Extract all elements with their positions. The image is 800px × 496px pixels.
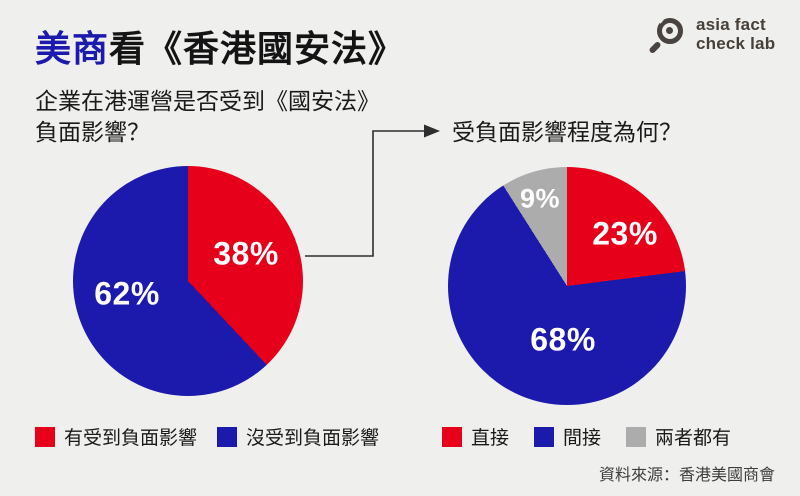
question-left-line1: 企業在港運營是否受到《國安法》 <box>35 88 380 114</box>
question-left-line2: 負面影響？ <box>35 119 150 145</box>
brand-name-line2: check lab <box>696 34 776 53</box>
pie-right-label-68: 68% <box>530 321 596 358</box>
brand-logo: asia fact check lab <box>648 14 775 55</box>
legend-swatch-red <box>442 426 462 447</box>
brand-name-line1: asia fact <box>696 15 766 34</box>
legend-item-indirect: 間接 <box>534 423 601 450</box>
legend-item-not-affected: 沒受到負面影響 <box>217 423 379 450</box>
pie-left-label-38: 38% <box>213 235 279 272</box>
legend-item-affected: 有受到負面影響 <box>35 423 197 450</box>
brand-name: asia fact check lab <box>696 15 775 53</box>
legend-right: 直接 間接 兩者都有 <box>442 423 731 450</box>
question-right: 受負面影響程度為何？ <box>452 119 682 145</box>
legend-swatch-blue <box>217 426 238 447</box>
legend-swatch-red <box>35 426 55 447</box>
question-left: 企業在港運營是否受到《國安法》 負面影響？ <box>35 86 380 148</box>
legend-swatch-blue <box>534 426 555 447</box>
legend-item-both: 兩者都有 <box>626 423 731 450</box>
data-source: 資料來源：香港美國商會 <box>598 467 775 484</box>
legend-swatch-gray <box>626 426 647 447</box>
title-highlight: 美商 <box>35 28 110 69</box>
pie-left-label-62: 62% <box>94 275 160 312</box>
page-title: 美商看《香港國安法》 <box>35 20 405 72</box>
legend-left: 有受到負面影響 沒受到負面影響 <box>35 423 379 450</box>
pie-chart-left: 38% 62% <box>73 166 303 396</box>
pie-chart-right: 9% 23% 68% <box>448 167 686 405</box>
pie-right-label-9: 9% <box>519 183 561 214</box>
title-rest: 看《香港國安法》 <box>109 28 406 69</box>
legend-item-direct: 直接 <box>442 423 509 450</box>
pie-right-label-23: 23% <box>592 215 658 252</box>
magnifier-icon <box>648 14 688 55</box>
